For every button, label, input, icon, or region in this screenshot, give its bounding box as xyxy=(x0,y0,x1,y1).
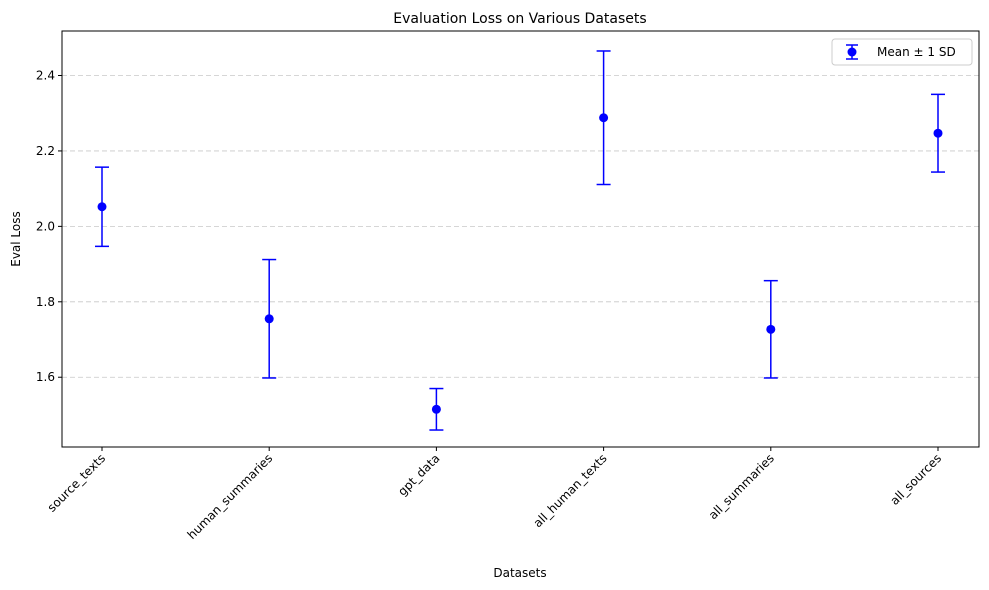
y-tick-label: 2.4 xyxy=(36,69,55,83)
legend-label: Mean ± 1 SD xyxy=(877,45,956,59)
y-tick-label: 1.8 xyxy=(36,295,55,309)
y-tick-label: 1.6 xyxy=(36,370,55,384)
mean-point xyxy=(97,202,107,212)
legend: Mean ± 1 SD xyxy=(831,38,973,66)
chart-title: Evaluation Loss on Various Datasets xyxy=(393,11,646,27)
error-bars-layer xyxy=(95,50,945,431)
mean-point xyxy=(431,404,441,414)
mean-point xyxy=(766,324,776,334)
x-axis-title: Datasets xyxy=(493,566,546,580)
y-tick-label: 2.2 xyxy=(36,144,55,158)
y-axis: 1.6 1.8 2.0 2.2 2.4 xyxy=(36,69,62,384)
legend-box xyxy=(831,38,973,66)
legend-marker-dot xyxy=(847,47,857,57)
mean-point xyxy=(933,128,943,138)
plot-frame xyxy=(61,30,980,448)
y-tick-label: 2.0 xyxy=(36,219,55,233)
mean-point xyxy=(599,113,609,123)
mean-point xyxy=(264,314,274,324)
y-axis-title: Eval Loss xyxy=(9,211,23,267)
grid-layer xyxy=(62,75,979,378)
